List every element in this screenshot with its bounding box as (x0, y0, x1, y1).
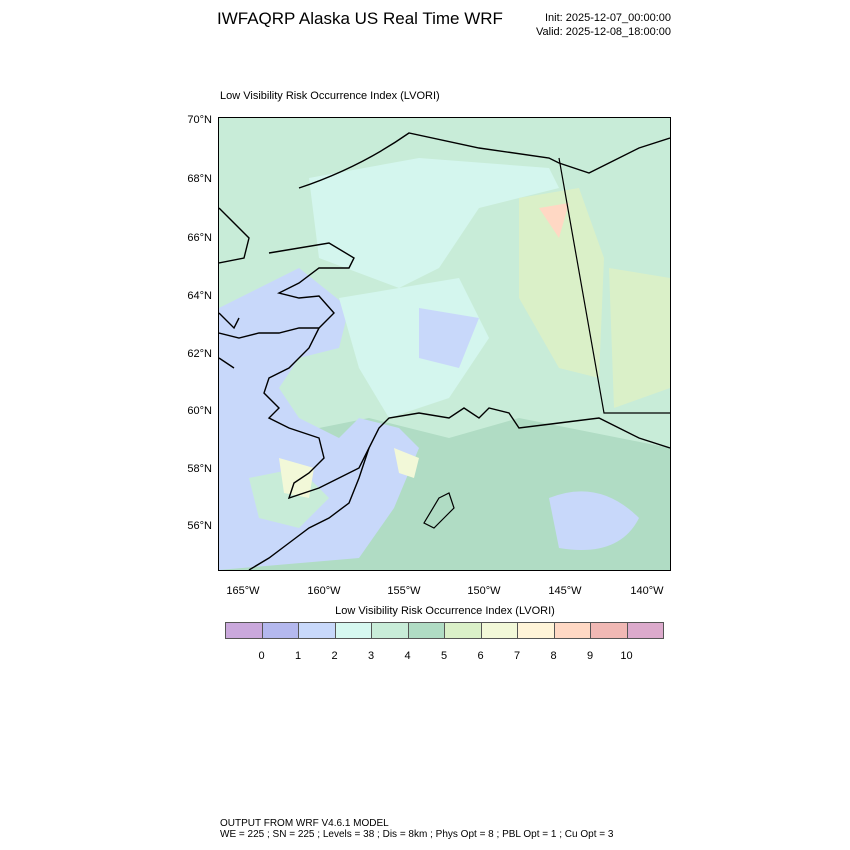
colorbar-label: 4 (404, 650, 411, 662)
chukotka-coastline (218, 312, 240, 369)
high-index-patch (539, 203, 569, 238)
colorbar-swatch (591, 623, 628, 638)
colorbar-swatch (481, 623, 518, 638)
us-canada-border (558, 157, 670, 414)
colorbar-swatch (335, 623, 372, 638)
colorbar (225, 622, 664, 639)
arctic-coastline (298, 132, 671, 189)
map-panel (218, 117, 671, 571)
colorbar-swatch (445, 623, 482, 638)
yukon-region (609, 268, 670, 408)
ocean-low-index-patch (549, 491, 639, 550)
lat-label: 70°N (187, 114, 212, 126)
lat-label: 64°N (187, 290, 212, 302)
interior-low-region (419, 308, 479, 368)
colorbar-label: 3 (367, 650, 375, 662)
lat-label: 62°N (187, 348, 212, 360)
lat-label: 56°N (187, 520, 212, 532)
alaska-peninsula-patch (279, 458, 314, 498)
colorbar-label: 10 (620, 650, 633, 662)
footer-config: WE = 225 ; SN = 225 ; Levels = 38 ; Dis … (220, 829, 614, 840)
colorbar-label: 0 (258, 650, 265, 662)
lon-label: 155°W (387, 585, 421, 597)
figure-title: IWFAQRP Alaska US Real Time WRF (217, 9, 503, 28)
seward-coastline (218, 207, 355, 339)
colorbar-label: 6 (477, 650, 484, 662)
interior-west-region (339, 278, 489, 418)
kenai-patch (394, 448, 419, 478)
lat-label: 60°N (187, 405, 212, 417)
colorbar-label: 5 (440, 650, 448, 662)
north-slope-region (309, 158, 559, 288)
colorbar-swatch (372, 623, 409, 638)
colorbar-label: 8 (550, 650, 557, 662)
colorbar-label: 2 (331, 650, 338, 662)
colorbar-swatch (554, 623, 591, 638)
map-svg (218, 118, 671, 571)
plot-subtitle: Low Visibility Risk Occurrence Index (LV… (220, 90, 440, 102)
lon-label: 160°W (307, 585, 341, 597)
lat-label: 58°N (187, 463, 212, 475)
lon-label: 145°W (548, 585, 582, 597)
valid-time: Valid: 2025-12-08_18:00:00 (536, 26, 671, 38)
colorbar-label: 1 (294, 650, 302, 662)
colorbar-title: Low Visibility Risk Occurrence Index (LV… (335, 605, 555, 617)
eastern-interior-region (519, 188, 604, 378)
colorbar-label: 9 (586, 650, 594, 662)
lon-label: 165°W (226, 585, 260, 597)
lon-label: 150°W (467, 585, 501, 597)
colorbar-swatch (299, 623, 336, 638)
footer-model: OUTPUT FROM WRF V4.6.1 MODEL (220, 818, 389, 829)
kodiak-island (423, 492, 455, 529)
init-time: Init: 2025-12-07_00:00:00 (545, 12, 671, 24)
colorbar-swatch (627, 623, 663, 638)
colorbar-swatch (518, 623, 555, 638)
lat-label: 66°N (187, 232, 212, 244)
colorbar-swatch (408, 623, 445, 638)
southern-coastline (263, 327, 671, 500)
colorbar-swatch (226, 623, 263, 638)
colorbar-swatch (262, 623, 299, 638)
lat-label: 68°N (187, 173, 212, 185)
colorbar-label: 7 (513, 650, 521, 662)
lon-label: 140°W (630, 585, 664, 597)
peninsula-coastline (248, 447, 370, 571)
